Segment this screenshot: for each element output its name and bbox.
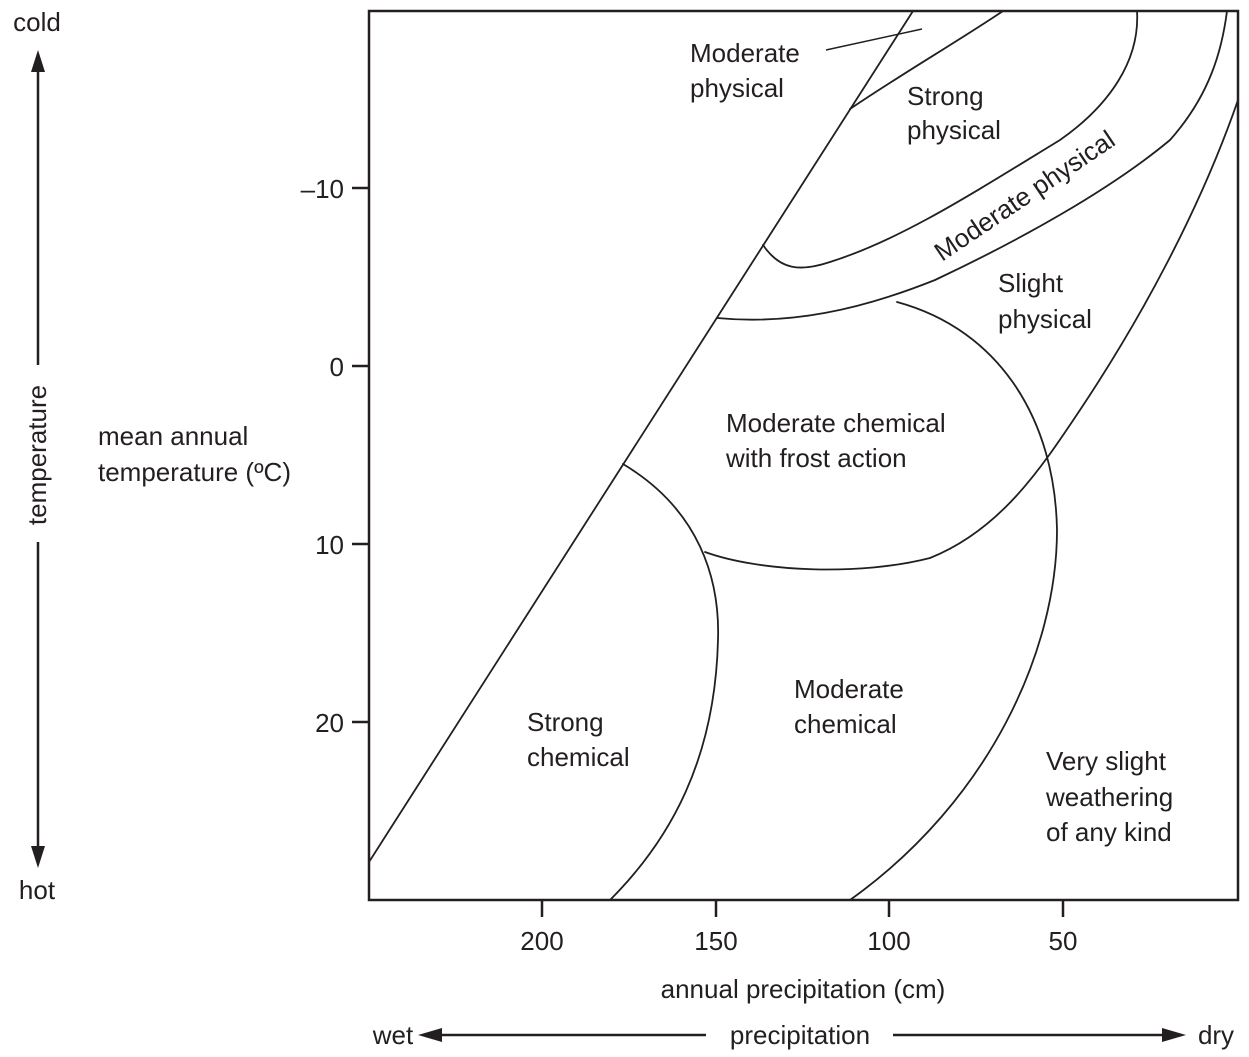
plot-frame (367, 9, 1240, 902)
y-tick-label: 0 (330, 352, 344, 382)
dry-label: dry (1198, 1020, 1234, 1050)
region-label-strong-chemical: Strong chemical (527, 707, 630, 772)
label-pointer-line (825, 28, 923, 51)
x-tick-label: 50 (1049, 926, 1078, 956)
y-ticks (352, 186, 369, 724)
x-tick-label: 100 (867, 926, 910, 956)
temperature-direction-arrow (31, 50, 45, 868)
precipitation-direction-label: precipitation (730, 1020, 870, 1050)
moderate-chemical-frost-lower-boundary (704, 99, 1238, 571)
arrow-left-icon (418, 1028, 442, 1042)
strong-physical-upper-boundary (849, 11, 1004, 110)
region-label-strong-physical: Strong physical (907, 81, 1001, 145)
strong-chemical-boundary (609, 463, 719, 900)
region-label-slight-physical: Slight physical (998, 268, 1092, 334)
precipitation-direction-arrow (418, 1028, 1186, 1042)
x-tick-label: 150 (694, 926, 737, 956)
strong-physical-lower-boundary (762, 11, 1139, 269)
y-tick-label: 10 (315, 530, 344, 560)
x-ticks (540, 900, 1065, 917)
hot-label: hot (19, 875, 56, 905)
y-axis-title-line2: temperature (ºC) (98, 457, 291, 487)
cold-label: cold (13, 7, 61, 37)
arrow-up-icon (31, 50, 45, 72)
moderate-chemical-frost-right-boundary (849, 301, 1058, 900)
wet-label: wet (372, 1020, 414, 1050)
y-tick-label: –10 (301, 174, 344, 204)
moderate-physical-lower-boundary (716, 11, 1228, 321)
region-label-moderate-chemical: Moderate chemical (794, 674, 911, 739)
y-tick-label: 20 (315, 708, 344, 738)
x-axis-title: annual precipitation (cm) (661, 974, 946, 1004)
region-label-very-slight: Very slight weathering of any kind (1045, 746, 1180, 847)
temperature-vertical-label: temperature (22, 385, 52, 525)
region-label-moderate-physical-top: Moderate physical (690, 38, 807, 103)
arrow-right-icon (1162, 1028, 1186, 1042)
region-boundaries (369, 11, 1238, 900)
region-label-moderate-chemical-frost: Moderate chemical with frost action (725, 408, 953, 473)
arrow-down-icon (31, 846, 45, 868)
diagonal-boundary-line (369, 11, 914, 863)
y-axis-title-line1: mean annual (98, 421, 248, 451)
x-tick-label: 200 (520, 926, 563, 956)
